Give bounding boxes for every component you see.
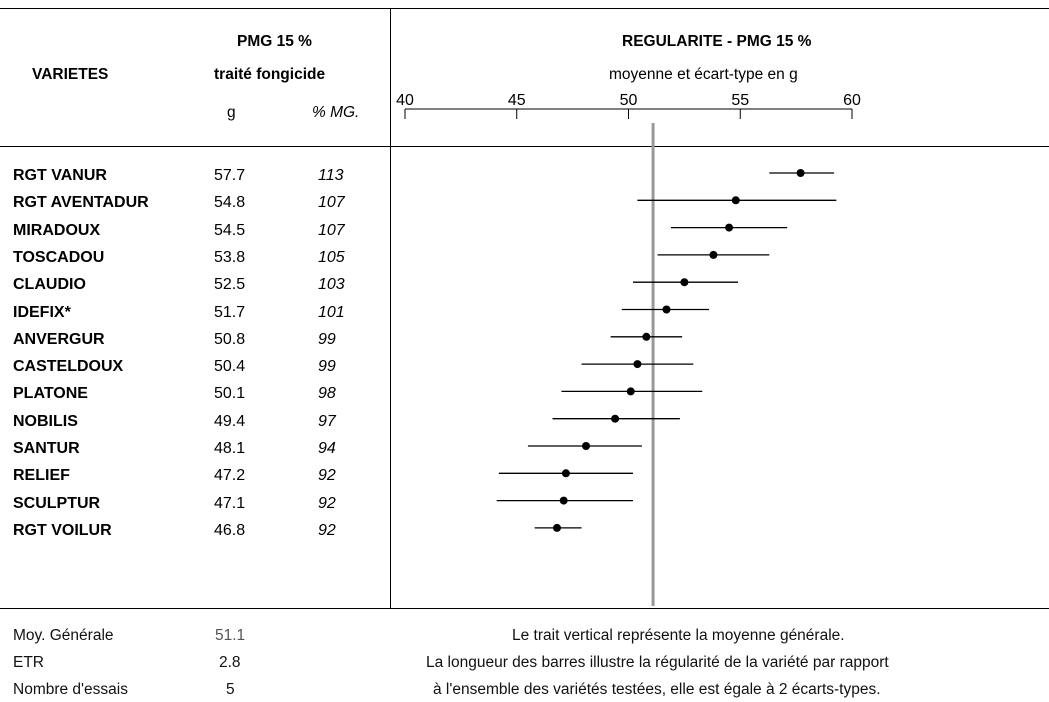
variety-name: MIRADOUX — [13, 221, 101, 239]
variety-pct-mg: 98 — [318, 385, 336, 403]
pmg-header: PMG 15 % — [237, 33, 312, 50]
x-tick-label: 45 — [508, 92, 526, 109]
column-pct: % MG. — [312, 104, 360, 121]
bottom-border — [0, 608, 1049, 609]
variety-name: CASTELDOUX — [13, 358, 124, 376]
variety-pct-mg: 94 — [318, 440, 336, 457]
mean-point — [633, 360, 642, 369]
variety-pmg-g: 54.8 — [214, 194, 246, 212]
variety-name: RGT AVENTADUR — [13, 194, 149, 212]
variety-pct-mg: 99 — [318, 358, 336, 376]
variety-pmg-g: 47.2 — [214, 467, 246, 485]
variety-pct-mg: 92 — [318, 467, 336, 485]
variety-pmg-g: 54.5 — [214, 221, 246, 239]
variety-name: RELIEF — [13, 467, 70, 485]
variety-pct-mg: 103 — [318, 276, 345, 294]
column-g: g — [227, 104, 236, 121]
variety-pmg-g: 50.1 — [214, 385, 246, 403]
mean-point — [561, 469, 570, 478]
column-divider — [390, 8, 391, 608]
variety-name: NOBILIS — [13, 412, 78, 430]
mean-point — [680, 278, 689, 287]
variety-pct-mg: 107 — [318, 194, 345, 212]
moy-label: Moy. Générale — [13, 627, 114, 644]
variety-name: CLAUDIO — [13, 276, 86, 294]
variety-name: RGT VOILUR — [13, 521, 112, 539]
variety-name: SANTUR — [13, 440, 80, 457]
x-tick-label: 55 — [731, 92, 749, 109]
variety-name: ANVERGUR — [13, 330, 105, 348]
mean-point — [796, 169, 805, 177]
variety-pct-mg: 107 — [318, 221, 345, 239]
variety-pct-mg: 99 — [318, 330, 336, 348]
variety-pmg-g: 50.8 — [214, 330, 246, 348]
header-divider — [0, 146, 1049, 147]
etr-label: ETR — [13, 654, 44, 671]
variety-pct-mg: 92 — [318, 521, 336, 539]
x-tick-label: 60 — [843, 92, 861, 109]
variety-pmg-g: 50.4 — [214, 358, 246, 376]
essais-value: 5 — [226, 681, 235, 698]
note-line-2: La longueur des barres illustre la régul… — [426, 654, 889, 671]
mean-point — [626, 387, 635, 396]
variety-pct-mg: 113 — [318, 167, 344, 184]
variety-pmg-g: 49.4 — [214, 412, 246, 430]
top-border — [0, 8, 1049, 9]
variety-name: TOSCADOU — [13, 248, 105, 266]
mean-point — [709, 250, 718, 259]
variety-pmg-g: 52.5 — [214, 276, 246, 294]
mean-point — [582, 442, 591, 450]
etr-value: 2.8 — [219, 654, 241, 671]
mean-point — [611, 414, 620, 423]
chart-title: REGULARITE - PMG 15 % — [622, 33, 812, 50]
note-line-3: à l'ensemble des variétés testées, elle … — [433, 681, 881, 698]
variety-pmg-g: 47.1 — [214, 494, 246, 512]
essais-label: Nombre d'essais — [13, 681, 128, 698]
mean-point — [725, 223, 734, 232]
regularity-chart: 40 45 50 55 60 — [396, 92, 861, 606]
variety-name: IDEFIX* — [13, 303, 71, 321]
variety-pmg-g: 46.8 — [214, 521, 246, 539]
variety-name: RGT VANUR — [13, 167, 107, 184]
variety-pct-mg: 92 — [318, 494, 336, 512]
x-tick-label: 50 — [620, 92, 638, 109]
mean-point — [559, 496, 568, 505]
moy-value: 51.1 — [215, 627, 246, 644]
variety-pmg-g: 48.1 — [214, 440, 246, 457]
variety-name: SCULPTUR — [13, 494, 101, 512]
mean-point — [642, 332, 651, 341]
variety-name: PLATONE — [13, 385, 88, 403]
x-tick-label: 40 — [396, 92, 414, 109]
pmg-subheader: traité fongicide — [214, 66, 326, 83]
mean-point — [662, 305, 671, 314]
variety-pct-mg: 97 — [318, 412, 336, 430]
variety-pmg-g: 51.7 — [214, 303, 246, 321]
variety-pct-mg: 105 — [318, 248, 345, 266]
variety-pmg-g: 57.7 — [214, 167, 246, 184]
mean-point — [731, 196, 740, 205]
varietes-header: VARIETES — [32, 66, 109, 83]
mean-point — [552, 523, 561, 532]
chart-subtitle: moyenne et écart-type en g — [609, 66, 798, 83]
variety-pct-mg: 101 — [318, 303, 345, 321]
variety-pmg-g: 53.8 — [214, 248, 246, 266]
note-line-1: Le trait vertical représente la moyenne … — [512, 627, 845, 644]
